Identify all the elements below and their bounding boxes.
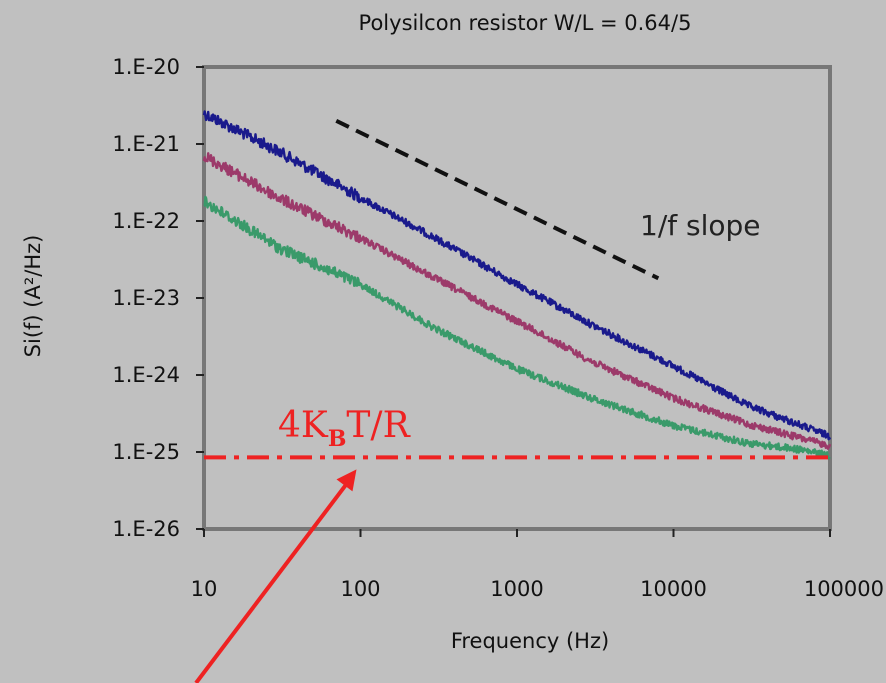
y-axis-title: Si(f) (A²/Hz) xyxy=(21,235,45,358)
series-layer xyxy=(202,110,832,460)
y-tick-label: 1.E-25 xyxy=(112,440,180,464)
thermal-noise-arrow-shaft xyxy=(194,476,354,683)
x-axis-title: Frequency (Hz) xyxy=(451,629,609,653)
thermal-noise-label-sub: B xyxy=(328,426,347,452)
thermal-noise-label-main: 4K xyxy=(278,405,329,446)
x-tick-label: 10000 xyxy=(640,577,707,601)
y-axis: 1.E-20 1.E-21 1.E-22 1.E-23 1.E-24 1.E-25 1.E-… xyxy=(112,55,204,541)
y-tick-label: 1.E-22 xyxy=(112,209,180,233)
one-over-f-slope-line xyxy=(335,119,660,281)
chart-title: Polysilcon resistor W/L = 0.64/5 xyxy=(359,11,692,35)
x-tick-label: 100 xyxy=(340,577,380,601)
y-tick-label: 1.E-24 xyxy=(112,363,180,387)
x-tick-label: 10 xyxy=(191,577,218,601)
y-tick-label: 1.E-26 xyxy=(112,517,180,541)
plot-area-frame xyxy=(202,65,832,531)
x-axis: 10 100 1000 10000 100000 xyxy=(191,529,884,601)
x-tick-label: 1000 xyxy=(490,577,543,601)
thermal-noise-label-tail: T/R xyxy=(346,405,410,446)
series-line-3 xyxy=(203,195,831,460)
series-line-1 xyxy=(202,110,832,441)
reference-lines xyxy=(194,119,830,683)
thermal-noise-label: 4KBT/R xyxy=(278,405,411,452)
y-tick-label: 1.E-21 xyxy=(112,132,180,156)
thermal-noise-arrow-head xyxy=(336,469,357,492)
x-tick-label: 100000 xyxy=(804,577,884,601)
series-line-2 xyxy=(202,152,832,450)
y-tick-label: 1.E-20 xyxy=(112,55,180,79)
slope-annotation-label: 1/f slope xyxy=(640,209,761,242)
y-tick-label: 1.E-23 xyxy=(112,286,180,310)
